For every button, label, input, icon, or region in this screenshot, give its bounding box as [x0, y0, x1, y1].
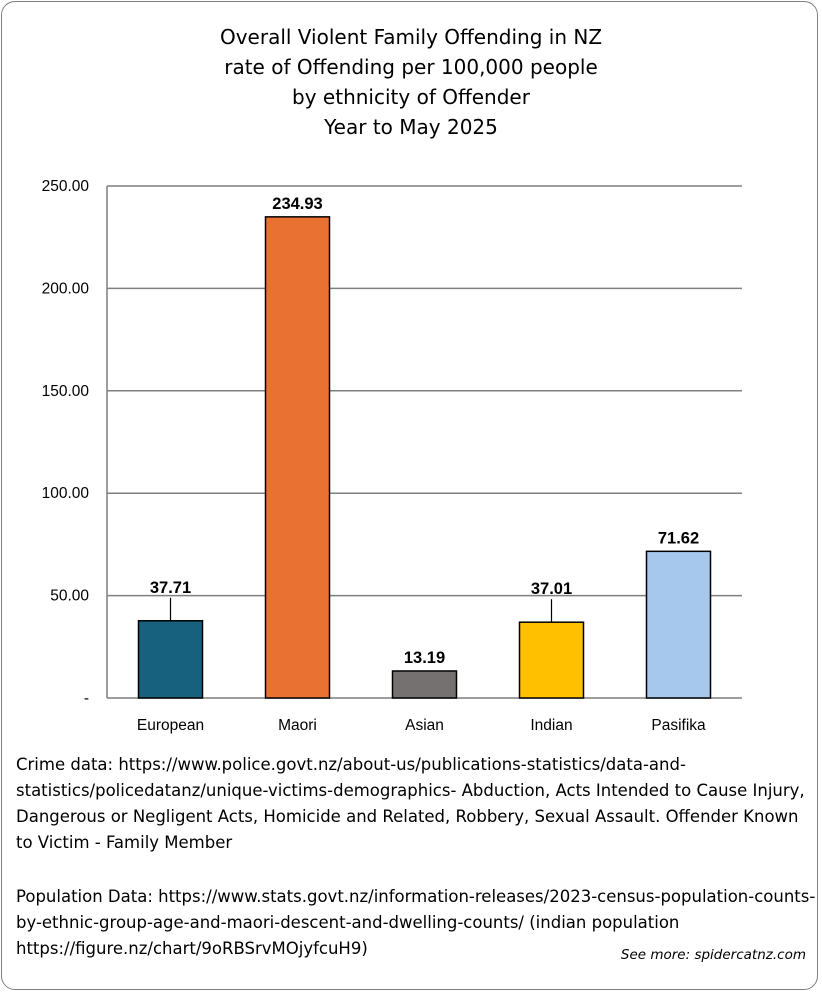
bar	[518, 621, 585, 699]
y-tick-label: 200.00	[42, 280, 90, 297]
source-notes: Crime data: https://www.police.govt.nz/a…	[16, 752, 816, 990]
data-label: 13.19	[404, 649, 445, 667]
credit-text: See more: spidercatnz.com	[620, 947, 806, 963]
crime-data-note: Crime data: https://www.police.govt.nz/a…	[16, 755, 805, 852]
bar	[645, 550, 712, 699]
y-tick-label: -	[84, 690, 89, 707]
x-category-label: Indian	[530, 717, 572, 734]
title-line-2: rate of Offending per 100,000 people	[224, 55, 598, 79]
y-tick-label: 150.00	[42, 383, 90, 400]
x-category-label: Pasifika	[651, 717, 706, 734]
title-line-3: by ethnicity of Offender	[292, 85, 530, 109]
data-label: 71.62	[658, 529, 699, 547]
bar-chart: - 50.00 100.00 150.00 200.00 250.00 37.71 Europ…	[42, 178, 742, 734]
title-line-4: Year to May 2025	[324, 115, 498, 139]
chart-title: Overall Violent Family Offending in NZ r…	[0, 22, 822, 142]
title-line-1: Overall Violent Family Offending in NZ	[219, 25, 603, 49]
y-tick-label: 250.00	[42, 178, 90, 195]
bar	[264, 216, 331, 699]
y-tick-label: 50.00	[50, 588, 89, 605]
x-category-label: Asian	[405, 717, 444, 734]
bar	[137, 620, 204, 699]
x-category-label: Maori	[278, 717, 317, 734]
y-tick-label: 100.00	[42, 485, 90, 502]
population-data-note: Population Data: https://www.stats.govt.…	[16, 887, 816, 958]
x-category-label: European	[137, 717, 204, 734]
data-label: 234.93	[272, 195, 322, 213]
data-label: 37.01	[531, 580, 572, 598]
data-label: 37.71	[150, 579, 191, 597]
bar	[391, 670, 458, 699]
